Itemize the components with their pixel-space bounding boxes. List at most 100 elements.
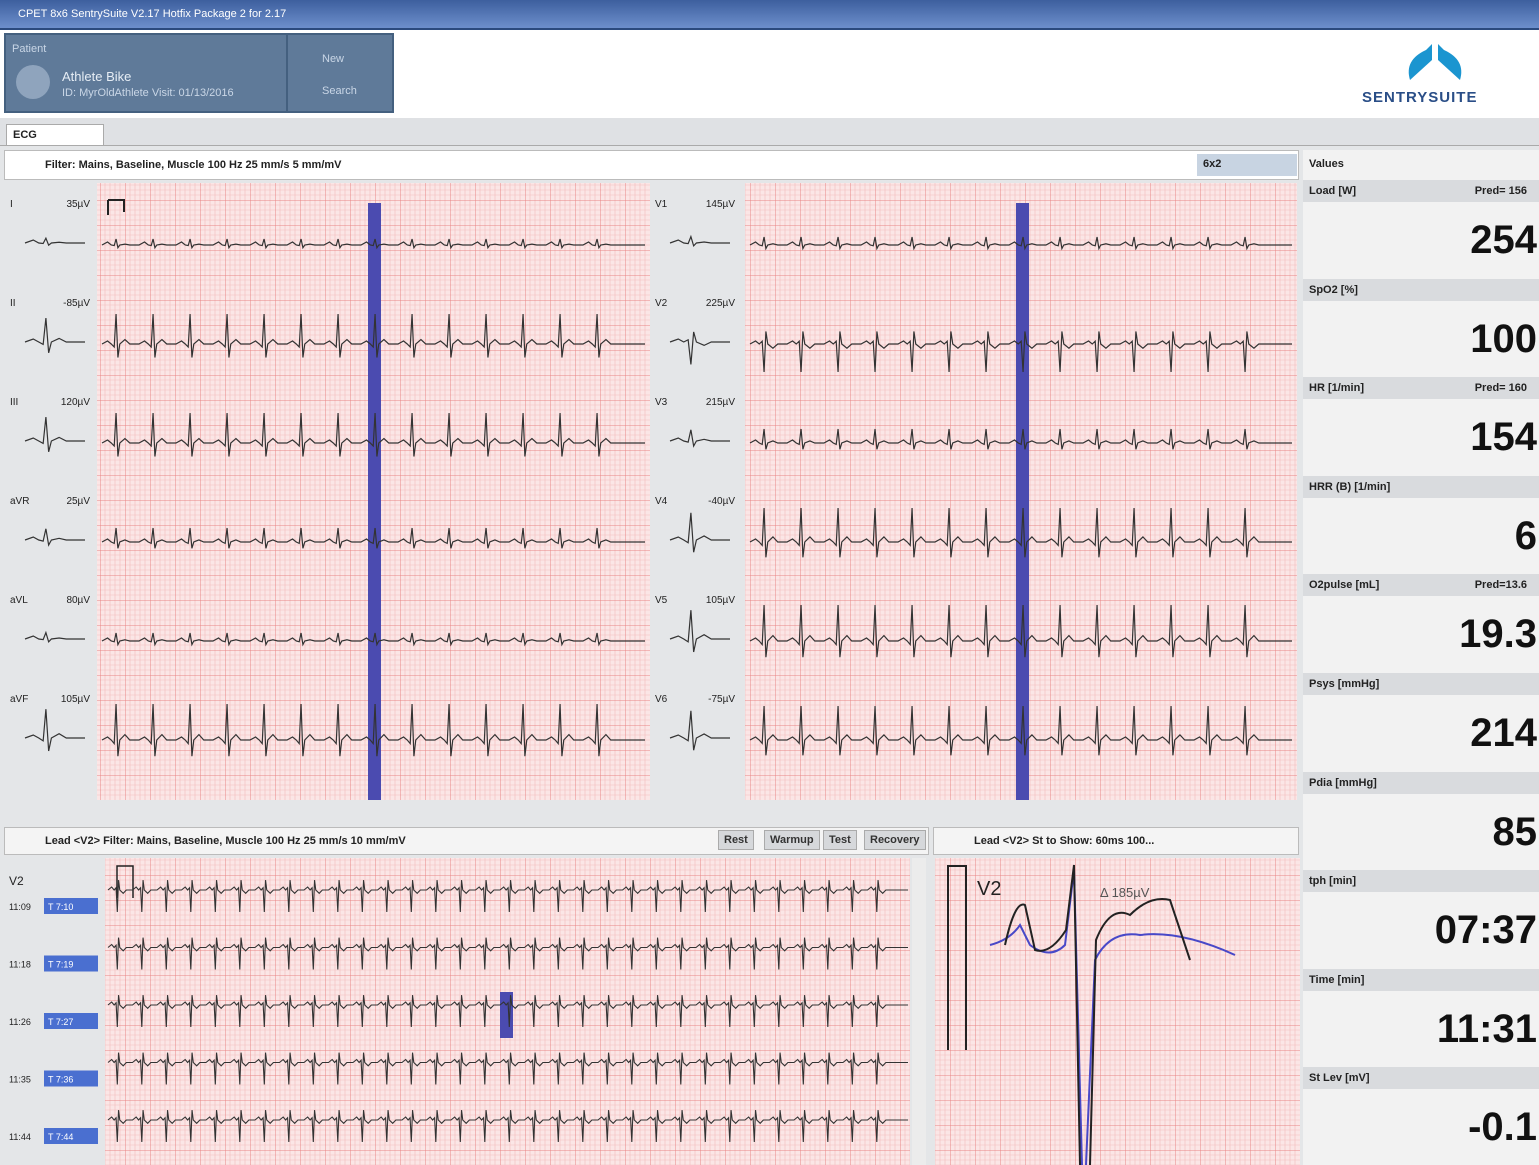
ecg-trace bbox=[749, 705, 1292, 756]
phase-button[interactable]: Warmup bbox=[764, 830, 820, 850]
ecg-trace bbox=[101, 632, 645, 647]
lead-preview bbox=[24, 317, 85, 353]
logo-text: SENTRYSUITE bbox=[1362, 89, 1478, 106]
ecg-trace bbox=[749, 331, 1292, 373]
st-trace-reference bbox=[1004, 864, 1191, 1165]
scrollbar[interactable] bbox=[912, 858, 926, 1165]
value-number: 19.3 bbox=[1459, 612, 1537, 657]
value-header: HR [1/min] Pred= 160 bbox=[1303, 377, 1539, 400]
st-grid bbox=[935, 858, 1300, 1165]
value-header: St Lev [mV] bbox=[1303, 1067, 1539, 1090]
lead-amplitude: 105µV bbox=[61, 694, 90, 705]
value-label: Pdia [mmHg] bbox=[1309, 776, 1377, 789]
value-number: 11:31 bbox=[1436, 1006, 1537, 1051]
lead-amplitude: 120µV bbox=[61, 397, 90, 408]
value-number: 214 bbox=[1470, 711, 1537, 755]
lead-name: II bbox=[10, 298, 16, 309]
calibration-pulse bbox=[107, 199, 125, 215]
row-tag: T 7:36 bbox=[48, 1075, 73, 1085]
lead-amplitude: 80µV bbox=[66, 595, 90, 606]
st-toolbar: Lead <V2> St to Show: 60ms 100... bbox=[933, 827, 1299, 855]
ecg-trace bbox=[101, 527, 645, 549]
patient-icon bbox=[16, 65, 50, 99]
phase-button[interactable]: Rest bbox=[718, 830, 754, 850]
row-tag: T 7:19 bbox=[48, 960, 73, 970]
phase-button[interactable]: Test bbox=[823, 830, 857, 850]
value-label: Time [min] bbox=[1309, 973, 1365, 986]
row-tag: T 7:27 bbox=[48, 1017, 73, 1027]
row-time: 11:18 bbox=[9, 960, 31, 970]
value-number: 85 bbox=[1492, 809, 1538, 854]
ecg-trace bbox=[749, 428, 1292, 450]
lead-preview bbox=[24, 528, 85, 547]
lead-amplitude: 105µV bbox=[706, 595, 735, 606]
detail-toolbar: Lead <V2> Filter: Mains, Baseline, Muscl… bbox=[4, 827, 929, 855]
value-pred: Pred= 160 bbox=[1474, 382, 1527, 395]
row-time: 11:44 bbox=[9, 1132, 31, 1142]
lead-preview bbox=[669, 234, 730, 248]
st-lead: V2 bbox=[977, 878, 1001, 900]
values-panel: Values Load [W] Pred= 156 254 SpO2 [%] 100 HR… bbox=[1303, 150, 1539, 1165]
value-header: Time [min] bbox=[1303, 968, 1539, 991]
patient-details: ID: MyrOldAthlete Visit: 01/13/2016 bbox=[62, 87, 234, 99]
ecg-trace bbox=[101, 703, 645, 757]
detail-trace bbox=[107, 1052, 908, 1085]
row-time: 11:35 bbox=[9, 1075, 31, 1085]
value-pred: Pred=13.6 bbox=[1474, 579, 1527, 592]
row-tag-bg bbox=[44, 955, 98, 972]
divider bbox=[286, 35, 288, 111]
value-header: tph [min] bbox=[1303, 870, 1539, 893]
lead-amplitude: -85µV bbox=[63, 298, 90, 309]
new-button[interactable]: New bbox=[322, 53, 345, 65]
value-number: 6 bbox=[1514, 513, 1537, 558]
value-header: HRR (B) [1/min] bbox=[1303, 475, 1539, 498]
lead-preview bbox=[669, 512, 730, 553]
lead-amplitude: -40µV bbox=[708, 496, 735, 507]
value-number: 254 bbox=[1470, 218, 1537, 262]
lead-name: aVL bbox=[10, 595, 28, 606]
value-label: SpO2 [%] bbox=[1309, 283, 1358, 296]
search-button[interactable]: Search bbox=[322, 85, 357, 97]
lead-name: aVR bbox=[10, 496, 29, 507]
phase-button[interactable]: Recovery bbox=[864, 830, 926, 850]
value-number: 07:37 bbox=[1434, 908, 1537, 953]
detail-trace bbox=[107, 1110, 908, 1143]
st-trace-current bbox=[989, 869, 1236, 1165]
ecg-canvas: V2 Δ 185µV V2 I 35µV II -85µV III 120µV aVR 25µ… bbox=[9, 183, 1300, 1165]
value-label: St Lev [mV] bbox=[1309, 1072, 1370, 1085]
lead-preview bbox=[669, 710, 730, 751]
lead-name: III bbox=[10, 397, 18, 408]
ecg-trace bbox=[101, 238, 645, 250]
lead-preview bbox=[24, 416, 85, 452]
value-header: Pdia [mmHg] bbox=[1303, 771, 1539, 794]
lead-name: V2 bbox=[655, 298, 668, 309]
ecg-tab[interactable]: ECG bbox=[6, 124, 104, 146]
filter-text: Filter: Mains, Baseline, Muscle 100 Hz 2… bbox=[45, 159, 342, 171]
detail-trace bbox=[107, 937, 908, 970]
layout-select[interactable]: 6x2 bbox=[1197, 154, 1297, 176]
value-number: 100 bbox=[1470, 316, 1537, 361]
ecg-trace bbox=[749, 507, 1292, 558]
logo-icon bbox=[1408, 44, 1462, 80]
detail-filter: Lead <V2> Filter: Mains, Baseline, Muscl… bbox=[45, 835, 406, 847]
lead-preview bbox=[669, 610, 730, 653]
value-pred: Pred= 156 bbox=[1474, 185, 1527, 197]
value-label: Psys [mmHg] bbox=[1309, 678, 1380, 690]
lead-name: I bbox=[10, 199, 13, 210]
value-label: tph [min] bbox=[1309, 875, 1357, 888]
row-tag-bg bbox=[44, 898, 98, 914]
lead-name: aVF bbox=[10, 694, 28, 705]
title-bar: CPET 8x6 SentrySuite V2.17 Hotfix Packag… bbox=[0, 0, 1539, 30]
value-number: -0.1 bbox=[1468, 1105, 1537, 1150]
lead-preview bbox=[669, 331, 730, 365]
lead-name: V3 bbox=[655, 397, 668, 408]
value-label: O2pulse [mL] bbox=[1309, 579, 1380, 592]
lead-preview bbox=[24, 236, 85, 247]
value-header: O2pulse [mL] Pred=13.6 bbox=[1303, 574, 1539, 597]
detail-trace bbox=[107, 995, 908, 1028]
window-title: CPET 8x6 SentrySuite V2.17 Hotfix Packag… bbox=[18, 8, 287, 20]
detail-trace bbox=[107, 880, 908, 913]
value-header: SpO2 [%] bbox=[1303, 278, 1539, 301]
values-heading: Values bbox=[1309, 158, 1344, 170]
detail-lead: V2 bbox=[9, 874, 24, 888]
